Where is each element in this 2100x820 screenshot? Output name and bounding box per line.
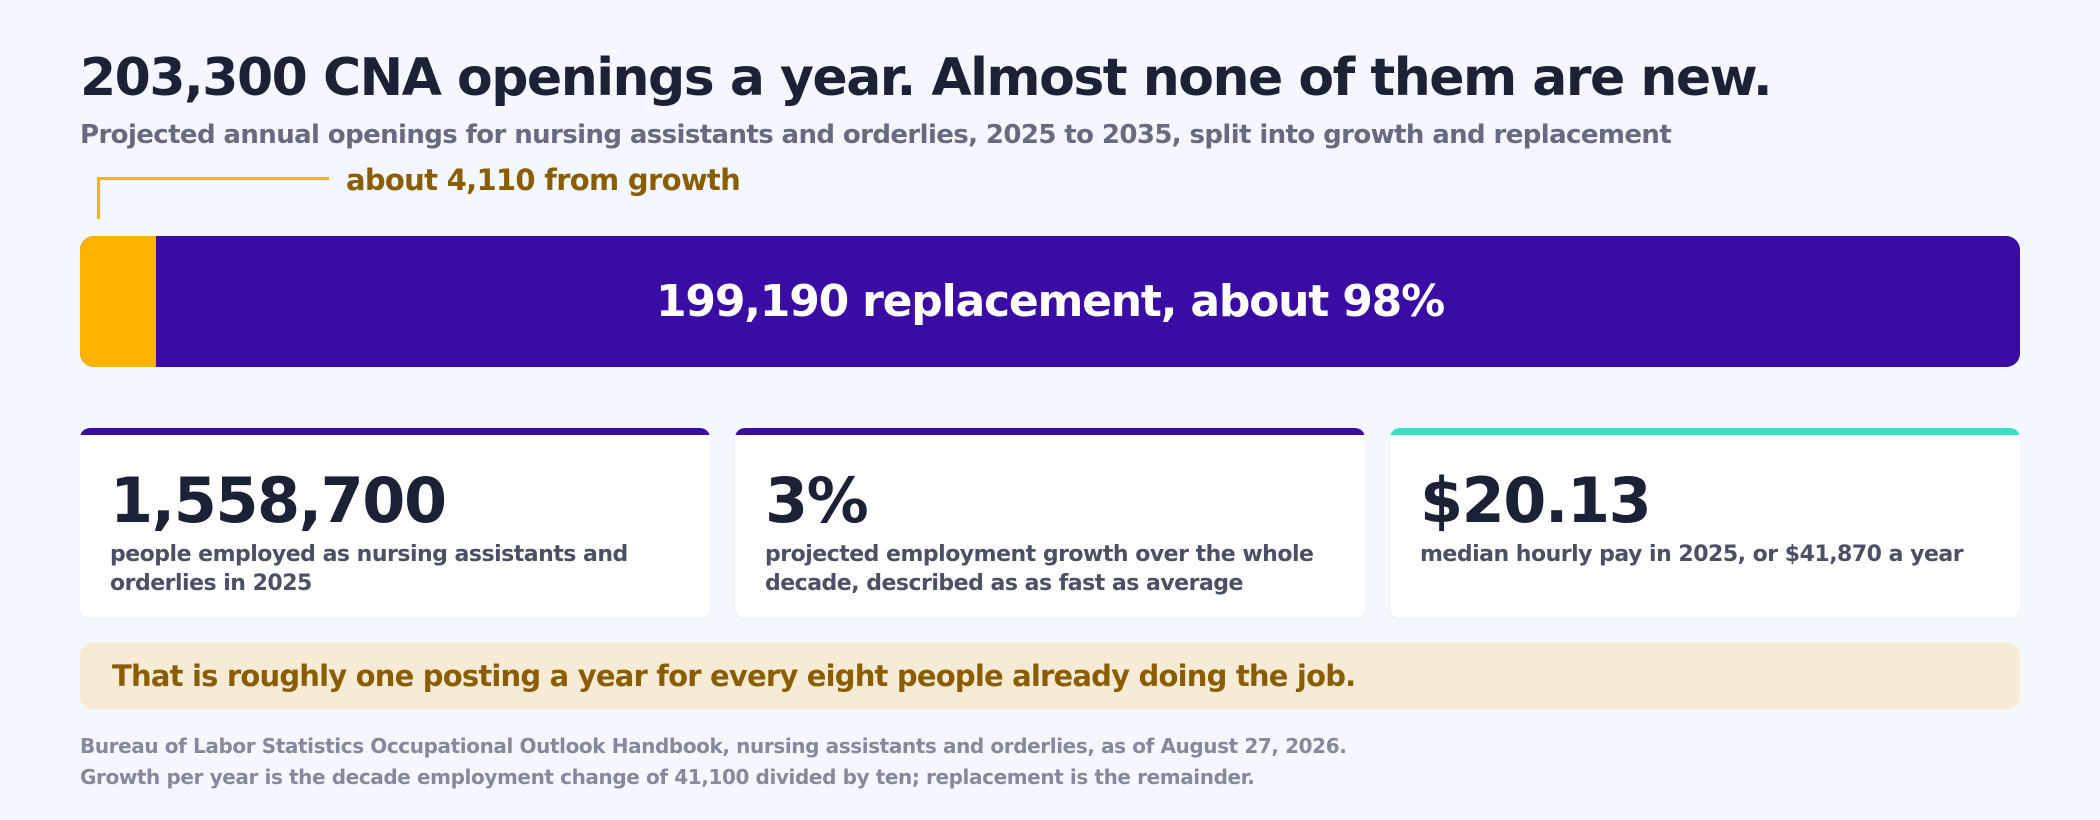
stat-description: people employed as nursing assistants an… (110, 542, 628, 596)
source-line-2: Growth per year is the decade employment… (80, 765, 1255, 789)
growth-segment (80, 236, 156, 367)
source-line-1: Bureau of Labor Statistics Occupational … (80, 734, 1347, 758)
card-accent-bar (80, 428, 710, 435)
growth-callout-label: about 4,110 from growth (346, 163, 741, 197)
stat-card-employment: 1,558,700 people employed as nursing ass… (80, 428, 710, 618)
stat-card-pay: $20.13 median hourly pay in 2025, or $41… (1390, 428, 2020, 618)
chart-title: 203,300 CNA openings a year. Almost none… (80, 48, 1773, 108)
stat-cards: 1,558,700 people employed as nursing ass… (80, 428, 2020, 618)
replacement-label: 199,190 replacement, about 98% (656, 276, 1445, 327)
stat-description: median hourly pay in 2025, or $41,870 a … (1420, 542, 1964, 567)
openings-stacked-bar: 199,190 replacement, about 98% (80, 236, 2020, 367)
stat-card-growth: 3% projected employment growth over the … (735, 428, 1365, 618)
stat-value: 3% (765, 464, 869, 537)
source-note: Bureau of Labor Statistics Occupational … (80, 731, 1347, 793)
replacement-segment (156, 236, 2020, 367)
card-accent-bar (1390, 428, 2020, 435)
stat-description: projected employment growth over the who… (765, 542, 1314, 596)
stat-value: 1,558,700 (110, 464, 447, 537)
takeaway-note: That is roughly one posting a year for e… (80, 643, 2020, 709)
card-accent-bar (735, 428, 1365, 435)
chart-subtitle: Projected annual openings for nursing as… (80, 120, 1672, 150)
growth-callout-line (97, 177, 329, 219)
stat-value: $20.13 (1420, 464, 1652, 537)
takeaway-text: That is roughly one posting a year for e… (112, 659, 1356, 693)
